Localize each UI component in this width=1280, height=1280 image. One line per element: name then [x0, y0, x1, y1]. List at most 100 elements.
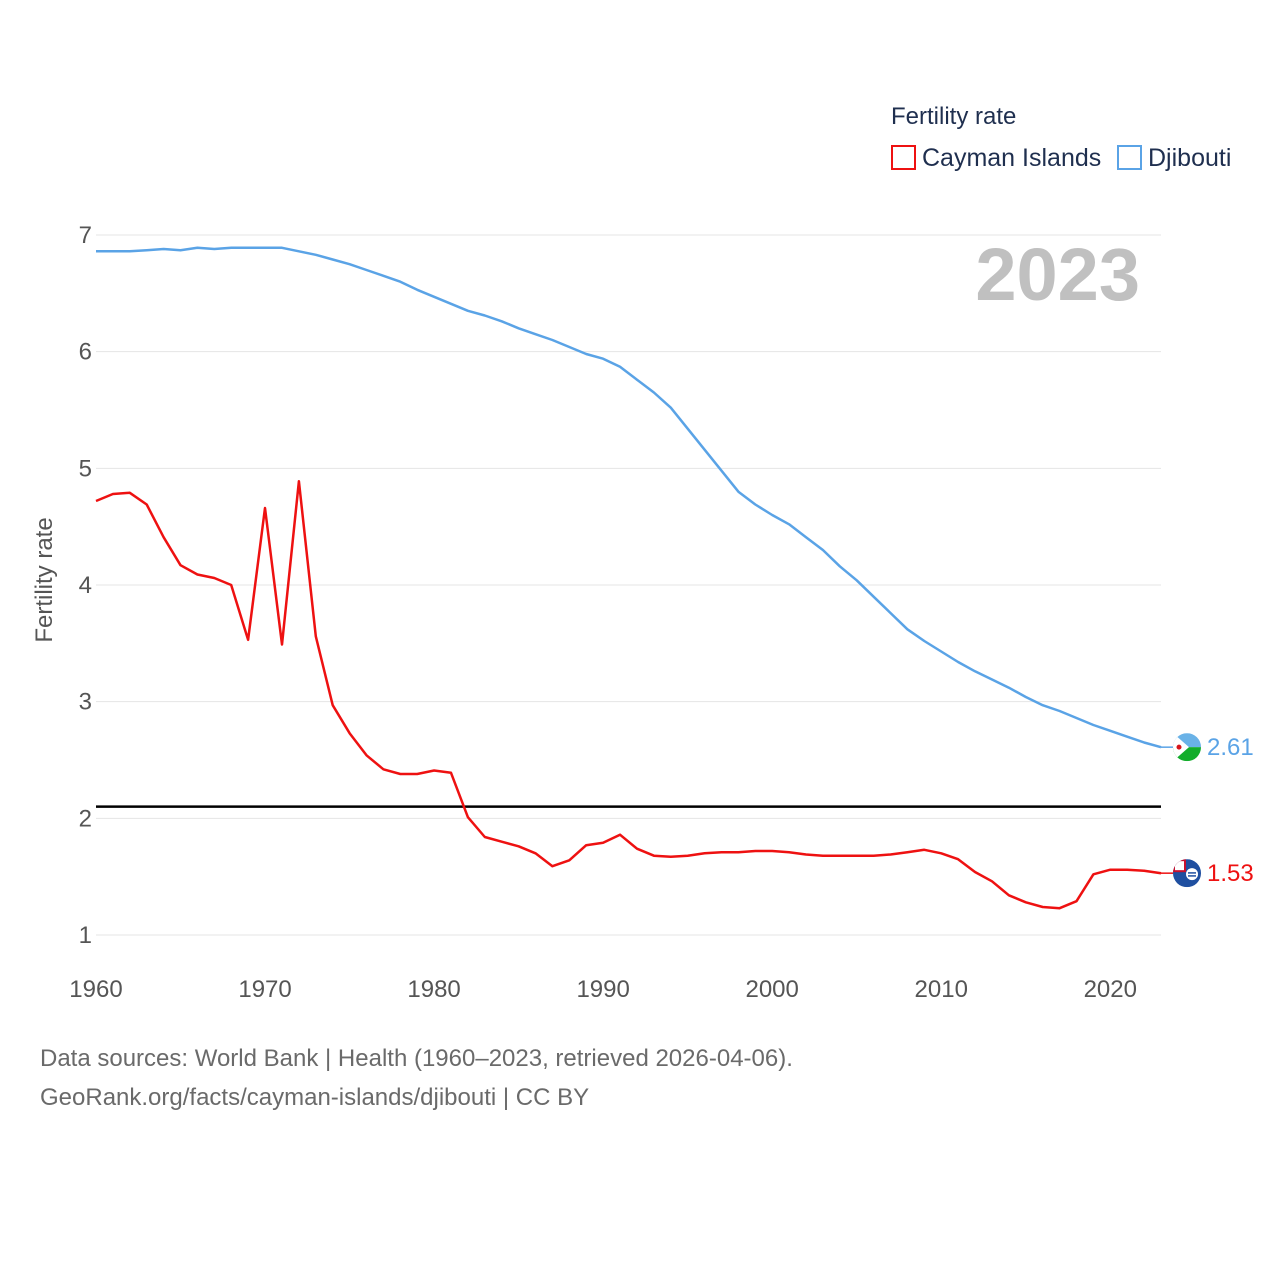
data-point-djibouti	[651, 390, 657, 396]
data-point-cayman-islands	[549, 863, 555, 869]
data-point-cayman-islands	[397, 771, 403, 777]
data-point-cayman-islands	[228, 582, 234, 588]
data-point-cayman-islands	[93, 498, 99, 504]
djibouti-flag	[1173, 733, 1201, 762]
data-point-djibouti	[820, 547, 826, 553]
data-point-cayman-islands	[634, 846, 640, 852]
data-point-cayman-islands	[533, 850, 539, 856]
data-point-djibouti	[1124, 734, 1130, 740]
data-point-djibouti	[245, 245, 251, 251]
data-sources-note: Data sources: World Bank | Health (1960–…	[40, 1045, 793, 1072]
data-point-djibouti	[228, 245, 234, 251]
data-point-djibouti	[482, 313, 488, 319]
data-point-djibouti	[1006, 685, 1012, 691]
data-point-cayman-islands	[330, 702, 336, 708]
data-point-djibouti	[380, 273, 386, 279]
flag-union-jack-white	[1175, 861, 1184, 871]
data-point-djibouti	[313, 252, 319, 258]
data-point-cayman-islands	[482, 834, 488, 840]
data-point-djibouti	[1040, 702, 1046, 708]
data-point-djibouti	[1073, 715, 1079, 721]
data-point-djibouti	[144, 247, 150, 253]
flag-wave-2	[1188, 875, 1196, 877]
year-label: 2023	[975, 233, 1140, 316]
y-tick-label: 7	[79, 222, 92, 249]
data-point-cayman-islands	[194, 572, 200, 578]
data-point-djibouti	[448, 301, 454, 307]
flag-wave-1	[1188, 872, 1196, 874]
x-tick-label: 1980	[407, 976, 460, 1003]
y-tick-label: 5	[79, 455, 92, 482]
attribution-link[interactable]: GeoRank.org/facts/cayman-islands/djibout…	[40, 1084, 590, 1111]
data-point-djibouti	[837, 563, 843, 569]
flag-body	[1173, 859, 1201, 888]
data-point-djibouti	[854, 577, 860, 583]
data-point-cayman-islands	[921, 847, 927, 853]
legend-title: Fertility rate	[891, 103, 1016, 130]
data-point-cayman-islands	[617, 832, 623, 838]
data-point-cayman-islands	[211, 575, 217, 581]
data-point-djibouti	[262, 245, 268, 251]
data-point-djibouti	[1107, 728, 1113, 734]
series-endpoints: 1.53 2.61	[1161, 733, 1254, 888]
data-point-cayman-islands	[972, 869, 978, 875]
series-line-djibouti[interactable]	[96, 246, 1162, 749]
y-tick-label: 4	[79, 572, 92, 599]
data-point-djibouti	[685, 426, 691, 432]
data-point-djibouti	[702, 447, 708, 453]
data-point-cayman-islands	[414, 771, 420, 777]
data-point-djibouti	[397, 279, 403, 285]
data-point-djibouti	[1057, 708, 1063, 714]
data-point-djibouti	[363, 267, 369, 273]
y-tick-label: 1	[79, 922, 92, 949]
cayman-islands-flag	[1173, 859, 1201, 888]
data-point-cayman-islands	[837, 853, 843, 859]
data-point-cayman-islands	[1124, 867, 1130, 873]
data-point-djibouti	[583, 351, 589, 357]
data-point-djibouti	[279, 245, 285, 251]
data-point-djibouti	[1090, 722, 1096, 728]
data-point-cayman-islands	[313, 633, 319, 639]
data-point-cayman-islands	[685, 853, 691, 859]
data-point-djibouti	[871, 594, 877, 600]
data-point-djibouti	[752, 502, 758, 508]
data-point-cayman-islands	[296, 478, 302, 484]
series-line-cayman-islands[interactable]	[95, 479, 1162, 910]
data-point-cayman-islands	[752, 848, 758, 854]
data-point-djibouti	[330, 257, 336, 263]
data-point-cayman-islands	[786, 849, 792, 855]
data-point-djibouti	[499, 318, 505, 324]
x-tick-label: 2020	[1084, 976, 1137, 1003]
legend-label-cayman-islands: Cayman Islands	[922, 144, 1101, 172]
data-point-djibouti	[93, 248, 99, 254]
y-tick-label: 6	[79, 339, 92, 366]
data-point-cayman-islands	[820, 853, 826, 859]
data-point-djibouti	[178, 247, 184, 253]
data-point-cayman-islands	[803, 852, 809, 858]
legend-label-djibouti: Djibouti	[1148, 144, 1231, 172]
data-point-cayman-islands	[110, 491, 116, 497]
data-point-djibouti	[617, 364, 623, 370]
data-point-cayman-islands	[718, 849, 724, 855]
data-point-cayman-islands	[989, 878, 995, 884]
data-point-djibouti	[668, 405, 674, 411]
data-point-cayman-islands	[702, 850, 708, 856]
data-point-cayman-islands	[955, 856, 961, 862]
legend-item-djibouti[interactable]: Djibouti	[1117, 144, 1231, 172]
data-point-djibouti	[347, 261, 353, 267]
data-point-djibouti	[1023, 694, 1029, 700]
data-point-djibouti	[161, 246, 167, 252]
data-point-cayman-islands	[1023, 899, 1029, 905]
data-point-cayman-islands	[1057, 905, 1063, 911]
data-point-djibouti	[600, 356, 606, 362]
y-tick-label: 2	[79, 805, 92, 832]
x-tick-label: 1970	[238, 976, 291, 1003]
data-point-djibouti	[634, 377, 640, 383]
data-point-djibouti	[211, 246, 217, 252]
data-point-djibouti	[904, 626, 910, 632]
legend-item-cayman-islands[interactable]: Cayman Islands	[891, 144, 1101, 172]
data-point-cayman-islands	[448, 770, 454, 776]
data-point-cayman-islands	[600, 840, 606, 846]
data-point-djibouti	[921, 638, 927, 644]
